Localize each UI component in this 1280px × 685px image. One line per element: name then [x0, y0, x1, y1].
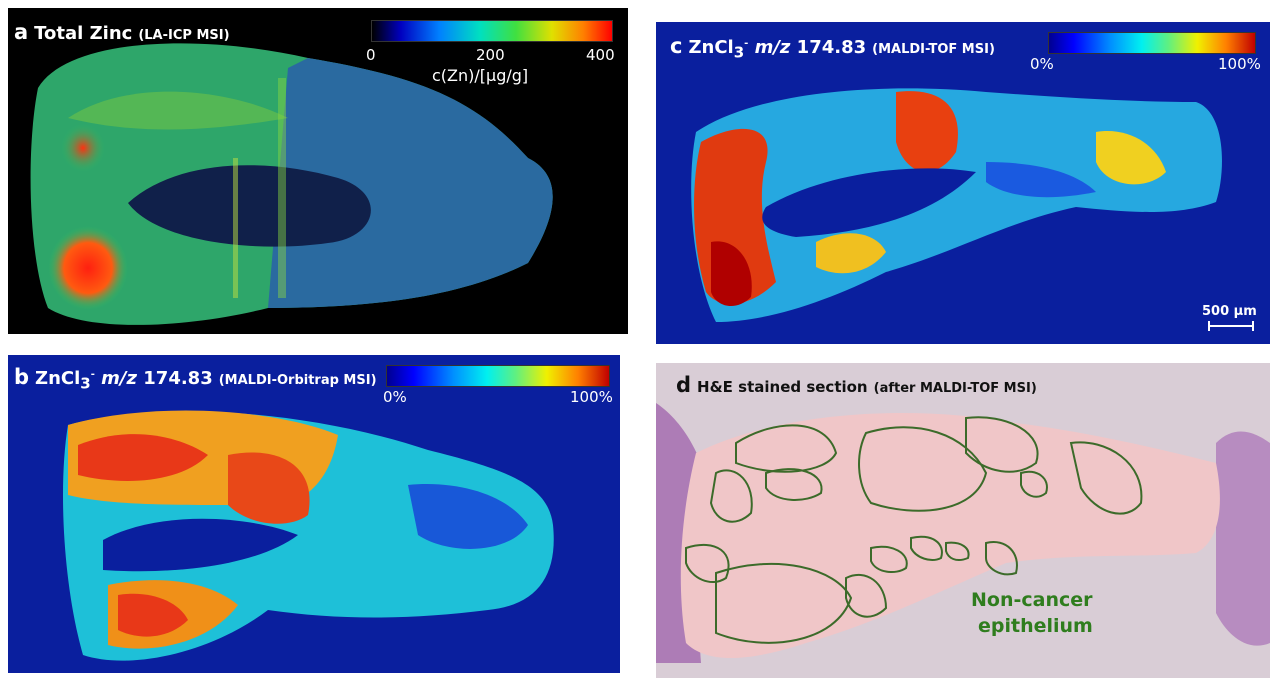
panel-c: c ZnCl3- m/z 174.83 (MALDI-TOF MSI) 0% 100…	[656, 22, 1270, 344]
panel-a-letter: a	[14, 20, 29, 44]
panel-c-colorbar	[1048, 32, 1256, 54]
panel-b-tick-max: 100%	[570, 388, 613, 406]
panel-d-letter: d	[676, 373, 692, 397]
panel-a-tick-400: 400	[586, 46, 615, 64]
panel-c-formula-base: ZnCl	[688, 37, 734, 58]
panel-b-mz: m/z	[101, 368, 137, 389]
panel-c-letter: c	[670, 34, 683, 58]
panel-c-scale-bar	[1208, 325, 1254, 327]
panel-a-tick-0: 0	[366, 46, 376, 64]
panel-b-heatmap	[63, 410, 554, 661]
panel-b-formula: ZnCl3- m/z 174.83	[35, 368, 213, 393]
panel-b-mz-value: 174.83	[143, 368, 213, 389]
panel-d-subtitle: (after MALDI-TOF MSI)	[873, 381, 1037, 396]
panel-d-annotation-line2: epithelium	[978, 615, 1093, 637]
panel-c-scale-bar-tick-right	[1252, 321, 1254, 331]
panel-a-subtitle: (LA-ICP MSI)	[138, 28, 230, 43]
panel-a: a Total Zinc (LA-ICP MSI) 0 200 400 c(Zn)/…	[8, 8, 628, 334]
panel-b: b ZnCl3- m/z 174.83 (MALDI-Orbitrap MSI) 0…	[8, 355, 620, 673]
panel-d: d H&E stained section (after MALDI-TOF MSI…	[656, 363, 1270, 678]
panel-b-title: b ZnCl3- m/z 174.83 (MALDI-Orbitrap MSI)	[14, 365, 377, 393]
panel-a-colorbar-label: c(Zn)/[µg/g]	[432, 66, 529, 85]
panel-a-tick-200: 200	[476, 46, 505, 64]
panel-c-formula: ZnCl3- m/z 174.83	[688, 37, 867, 62]
panel-c-heatmap	[691, 88, 1222, 322]
panel-c-mz-value: 174.83	[796, 37, 867, 58]
panel-b-formula-subscript: 3	[80, 374, 91, 393]
panel-c-tick-max: 100%	[1218, 55, 1261, 73]
panel-b-letter: b	[14, 365, 30, 389]
panel-b-tick-min: 0%	[383, 388, 407, 406]
panel-d-he-image	[656, 403, 1270, 663]
panel-c-subtitle: (MALDI-TOF MSI)	[872, 42, 995, 57]
panel-c-scale-bar-tick-left	[1208, 321, 1210, 331]
panel-a-title: a Total Zinc (LA-ICP MSI)	[14, 20, 230, 44]
panel-c-title: c ZnCl3- m/z 174.83 (MALDI-TOF MSI)	[670, 34, 995, 62]
panel-a-colorbar	[371, 20, 613, 42]
panel-b-formula-charge: -	[90, 369, 95, 380]
panel-c-mz: m/z	[754, 37, 791, 58]
panel-c-formula-charge: -	[744, 38, 749, 49]
panel-b-formula-base: ZnCl	[35, 368, 81, 389]
panel-a-heatmap	[30, 43, 553, 325]
panel-d-heading: H&E stained section	[697, 378, 868, 396]
panel-d-title: d H&E stained section (after MALDI-TOF MSI…	[676, 373, 1037, 397]
panel-d-annotation-line1: Non-cancer	[971, 589, 1093, 611]
panel-c-tick-min: 0%	[1030, 55, 1054, 73]
panel-a-heading: Total Zinc	[34, 23, 133, 44]
panel-c-scale-bar-label: 500 µm	[1202, 304, 1257, 319]
panel-b-subtitle: (MALDI-Orbitrap MSI)	[218, 373, 377, 388]
panel-b-colorbar	[386, 365, 610, 387]
panel-c-formula-subscript: 3	[733, 43, 745, 62]
